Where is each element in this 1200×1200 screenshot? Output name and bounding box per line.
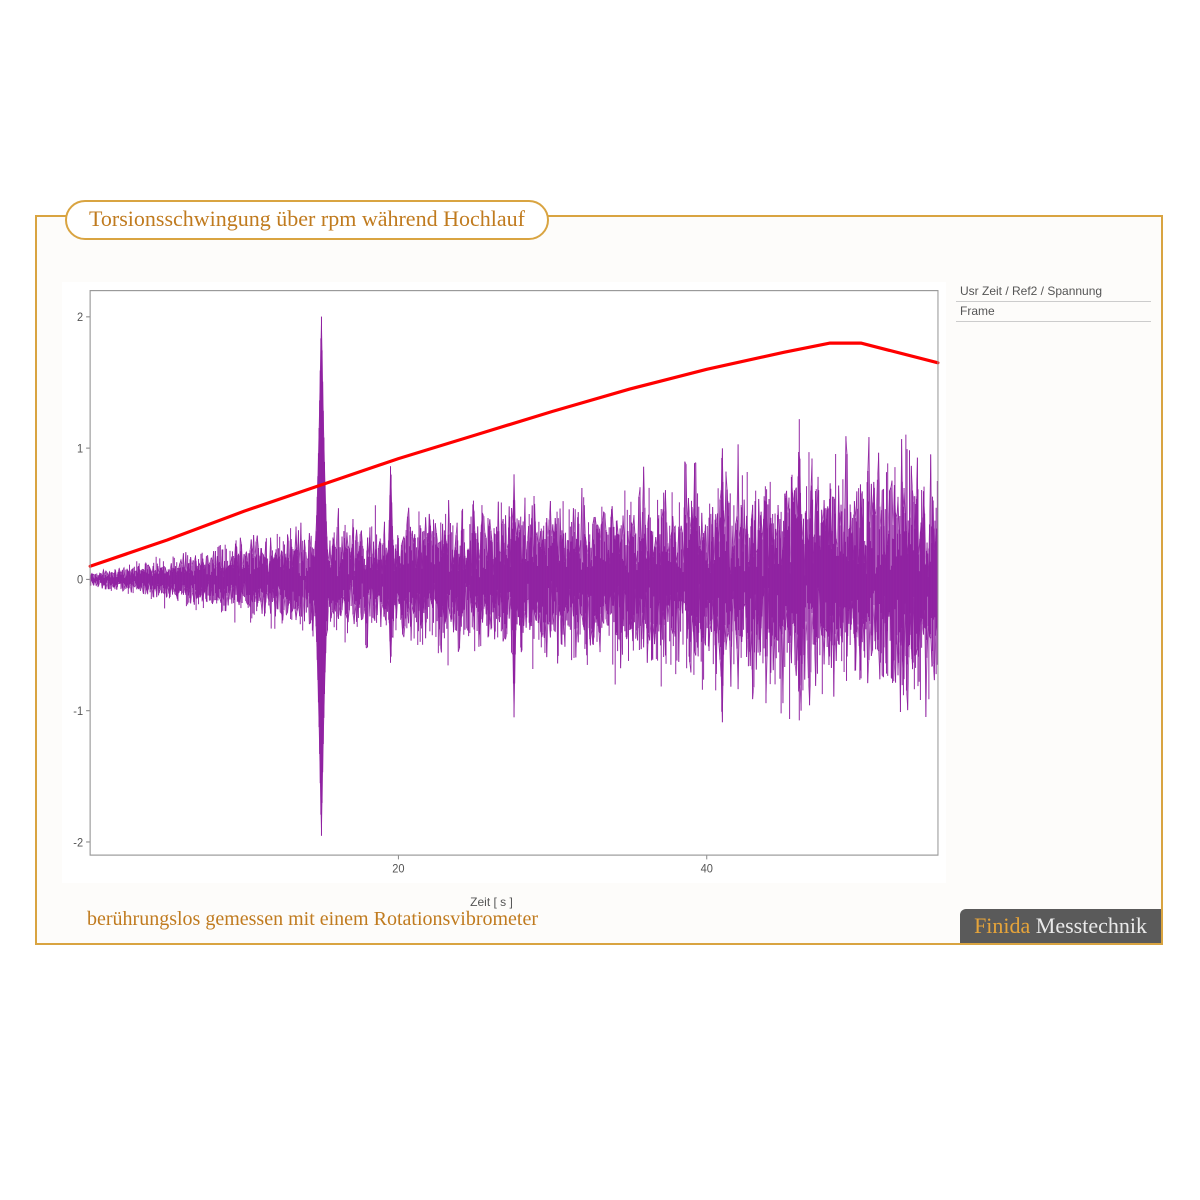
svg-text:-2: -2 xyxy=(73,837,83,849)
page: Spannung [ V ] Zeit [ s ] -2-10122040 Us… xyxy=(0,0,1200,1200)
x-axis-label: Zeit [ s ] xyxy=(37,895,946,909)
legend-item: Frame xyxy=(956,302,1151,322)
legend: Usr Zeit / Ref2 / Spannung Frame xyxy=(956,282,1151,322)
plot-svg: -2 -1 0 1 2 20 40 xyxy=(62,282,946,883)
brand-logo: Finida Messtechnik xyxy=(960,909,1161,943)
brand-name-1: Finida xyxy=(974,913,1030,938)
chart-frame: Spannung [ V ] Zeit [ s ] -2-10122040 Us… xyxy=(35,215,1163,945)
legend-item: Usr Zeit / Ref2 / Spannung xyxy=(956,282,1151,302)
svg-text:2: 2 xyxy=(77,312,83,324)
brand-name-2: Messtechnik xyxy=(1036,913,1147,938)
svg-text:-1: -1 xyxy=(73,706,83,718)
svg-text:1: 1 xyxy=(77,443,83,455)
chart-title: Torsionsschwingung über rpm während Hoch… xyxy=(65,200,549,240)
plot-area: -2 -1 0 1 2 20 40 xyxy=(62,282,946,883)
subtitle-text: berührungslos gemessen mit einem Rotatio… xyxy=(87,908,538,931)
svg-text:20: 20 xyxy=(392,863,404,875)
svg-text:40: 40 xyxy=(701,863,713,875)
svg-text:0: 0 xyxy=(77,574,83,586)
